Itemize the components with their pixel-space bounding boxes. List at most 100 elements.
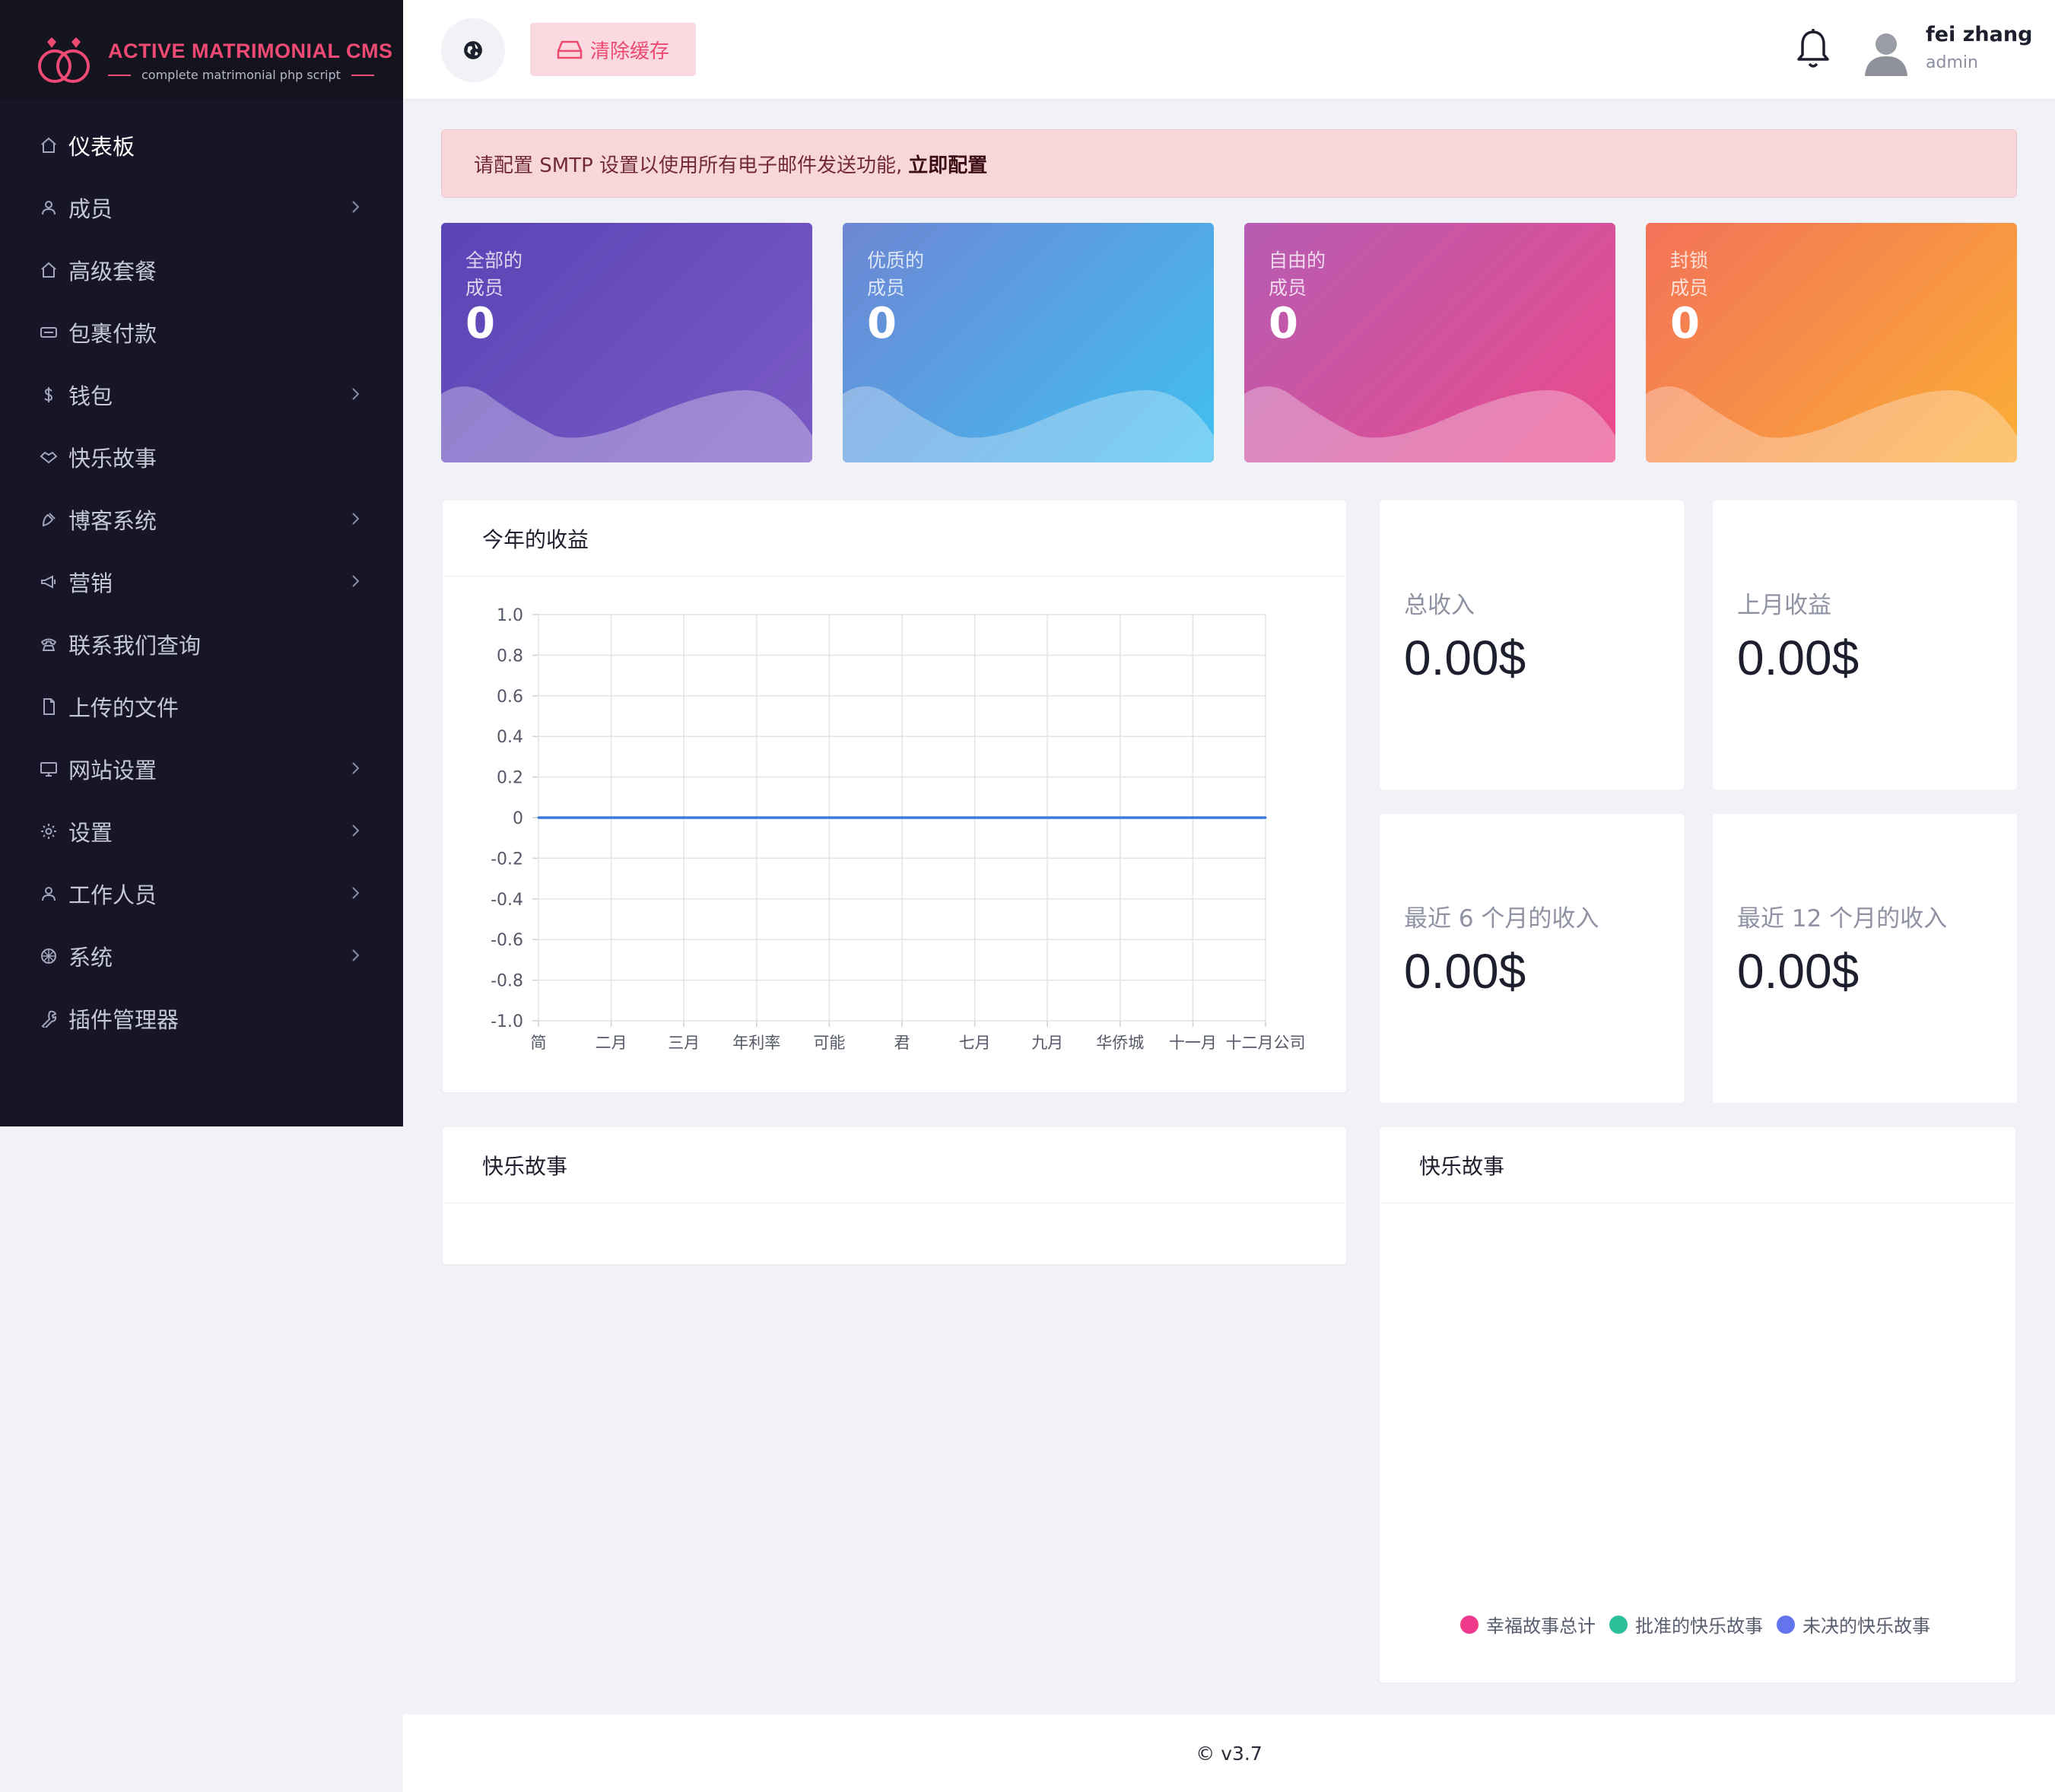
language-button[interactable] <box>441 18 505 82</box>
sidebar-item-12[interactable]: 工作人员 <box>0 863 403 925</box>
wave-decoration <box>843 386 1214 462</box>
stat-card-blocked-members[interactable]: 封锁 成员 0 <box>1646 223 2017 462</box>
sidebar-item-6[interactable]: 博客系统 <box>0 488 403 551</box>
sidebar-item-5[interactable]: 快乐故事 <box>0 426 403 488</box>
data-point[interactable] <box>1264 816 1267 819</box>
sidebar-item-0[interactable]: 仪表板 <box>0 114 403 176</box>
x-tick-label: 九月 <box>1031 1034 1063 1052</box>
money-value: 0.00$ <box>1737 631 1860 685</box>
sidebar-item-2[interactable]: 高级套餐 <box>0 239 403 301</box>
money-value: 0.00$ <box>1737 944 1860 999</box>
sidebar-item-9[interactable]: 上传的文件 <box>0 675 403 738</box>
chevron-right-icon <box>347 822 364 839</box>
x-tick-label: 年利率 <box>732 1034 780 1052</box>
data-point[interactable] <box>1119 816 1122 819</box>
sidebar-item-1[interactable]: 成员 <box>0 176 403 239</box>
dollar-icon <box>38 384 59 405</box>
y-tick-label: -0.2 <box>491 850 523 869</box>
smtp-alert-text: 请配置 SMTP 设置以使用所有电子邮件发送功能, <box>474 154 903 177</box>
top-header: 清除缓存 fei zhang admin <box>403 0 2055 99</box>
stat-label: 成员 <box>465 277 504 299</box>
six-month-income-card: 最近 6 个月的收入 0.00$ <box>1380 814 1684 1103</box>
data-point[interactable] <box>537 816 540 819</box>
chevron-right-icon <box>347 885 364 901</box>
hard-drive-icon <box>557 40 583 59</box>
money-value: 0.00$ <box>1404 631 1526 685</box>
chart-legend: 幸福故事总计 批准的快乐故事 未决的快乐故事 <box>1460 1611 1944 1638</box>
user-name[interactable]: fei zhang <box>1926 23 2033 46</box>
sidebar-item-label: 营销 <box>68 570 113 596</box>
legend-item-total[interactable]: 幸福故事总计 <box>1460 1611 1596 1638</box>
chevron-right-icon <box>347 947 364 964</box>
system-icon <box>38 945 59 967</box>
y-tick-label: 0.2 <box>497 769 523 788</box>
sidebar-item-14[interactable]: 插件管理器 <box>0 987 403 1050</box>
data-point[interactable] <box>1046 816 1049 819</box>
chevron-right-icon <box>347 573 364 589</box>
sidebar-item-label: 成员 <box>68 196 113 222</box>
sidebar-item-13[interactable]: 系统 <box>0 925 403 987</box>
notification-bell-icon[interactable] <box>1795 27 1831 70</box>
legend-dot <box>1609 1615 1628 1634</box>
sidebar-item-label: 钱包 <box>68 383 113 409</box>
stat-label: 封锁 <box>1670 249 1709 272</box>
happy-stories-chart-title: 快乐故事 <box>1380 1127 2015 1203</box>
stat-value: 0 <box>1269 299 1298 348</box>
home-icon <box>38 259 59 281</box>
y-tick-label: -1.0 <box>491 1012 523 1031</box>
sidebar-item-label: 网站设置 <box>68 758 157 783</box>
sidebar-item-label: 包裹付款 <box>68 321 157 347</box>
sidebar-item-4[interactable]: 钱包 <box>0 364 403 426</box>
sidebar-item-10[interactable]: 网站设置 <box>0 738 403 800</box>
configure-now-link[interactable]: 立即配置 <box>908 154 988 177</box>
stat-value: 0 <box>1670 299 1700 348</box>
brand[interactable]: ACTIVE MATRIMONIAL CMS complete matrimon… <box>0 0 403 99</box>
stat-label: 成员 <box>1269 277 1307 299</box>
data-point[interactable] <box>610 816 613 819</box>
stat-label: 全部的 <box>465 249 523 272</box>
y-tick-label: -0.8 <box>491 972 523 991</box>
avatar[interactable] <box>1862 26 1910 76</box>
y-tick-label: 1.0 <box>497 606 523 625</box>
sidebar-item-8[interactable]: 联系我们查询 <box>0 613 403 675</box>
x-tick-label: 二月 <box>596 1034 627 1052</box>
handshake-icon <box>38 446 59 468</box>
data-point[interactable] <box>827 816 831 819</box>
y-tick-label: -0.6 <box>491 931 523 950</box>
legend-item-approved[interactable]: 批准的快乐故事 <box>1609 1611 1763 1638</box>
money-label: 上月收益 <box>1737 592 1831 619</box>
y-tick-label: 0 <box>513 809 523 828</box>
data-point[interactable] <box>1191 816 1194 819</box>
clear-cache-button[interactable]: 清除缓存 <box>530 23 696 76</box>
data-point[interactable] <box>900 816 904 819</box>
x-tick-label: 简 <box>531 1034 547 1052</box>
blog-icon <box>38 509 59 530</box>
globe-icon <box>464 41 482 59</box>
legend-item-pending[interactable]: 未决的快乐故事 <box>1777 1611 1930 1638</box>
money-label: 最近 12 个月的收入 <box>1737 905 1948 933</box>
x-tick-label: 七月 <box>959 1034 991 1052</box>
stat-card-premium-members[interactable]: 优质的 成员 0 <box>843 223 1214 462</box>
sidebar-item-11[interactable]: 设置 <box>0 800 403 863</box>
y-tick-label: 0.4 <box>497 728 523 747</box>
y-tick-label: 0.6 <box>497 688 523 707</box>
sidebar-nav: 仪表板成员高级套餐包裹付款钱包快乐故事博客系统营销联系我们查询 上传的文件网站设置… <box>0 114 403 1050</box>
x-tick-label: 可能 <box>813 1034 845 1052</box>
monitor-icon <box>38 758 59 780</box>
sidebar-item-label: 仪表板 <box>68 134 135 160</box>
version-text: © v3.7 <box>1196 1742 1263 1765</box>
x-tick-label: 华侨城 <box>1096 1034 1144 1052</box>
data-point[interactable] <box>755 816 758 819</box>
sidebar-item-3[interactable]: 包裹付款 <box>0 301 403 364</box>
data-point[interactable] <box>682 816 685 819</box>
stat-card-free-members[interactable]: 自由的 成员 0 <box>1244 223 1615 462</box>
data-point[interactable] <box>974 816 977 819</box>
sidebar-item-label: 博客系统 <box>68 508 157 534</box>
earnings-line-chart: 1.0 0.8 0.6 0.4 0.2 0 -0.2 -0.4 -0.6 -0.8 -1.0 简 二月 三… <box>491 606 1305 1052</box>
legend-label: 幸福故事总计 <box>1486 1616 1596 1637</box>
home-icon <box>38 135 59 156</box>
sidebar-item-7[interactable]: 营销 <box>0 551 403 613</box>
chevron-right-icon <box>347 386 364 402</box>
wrench-icon <box>38 1008 59 1029</box>
stat-card-total-members[interactable]: 全部的 成员 0 <box>441 223 812 462</box>
